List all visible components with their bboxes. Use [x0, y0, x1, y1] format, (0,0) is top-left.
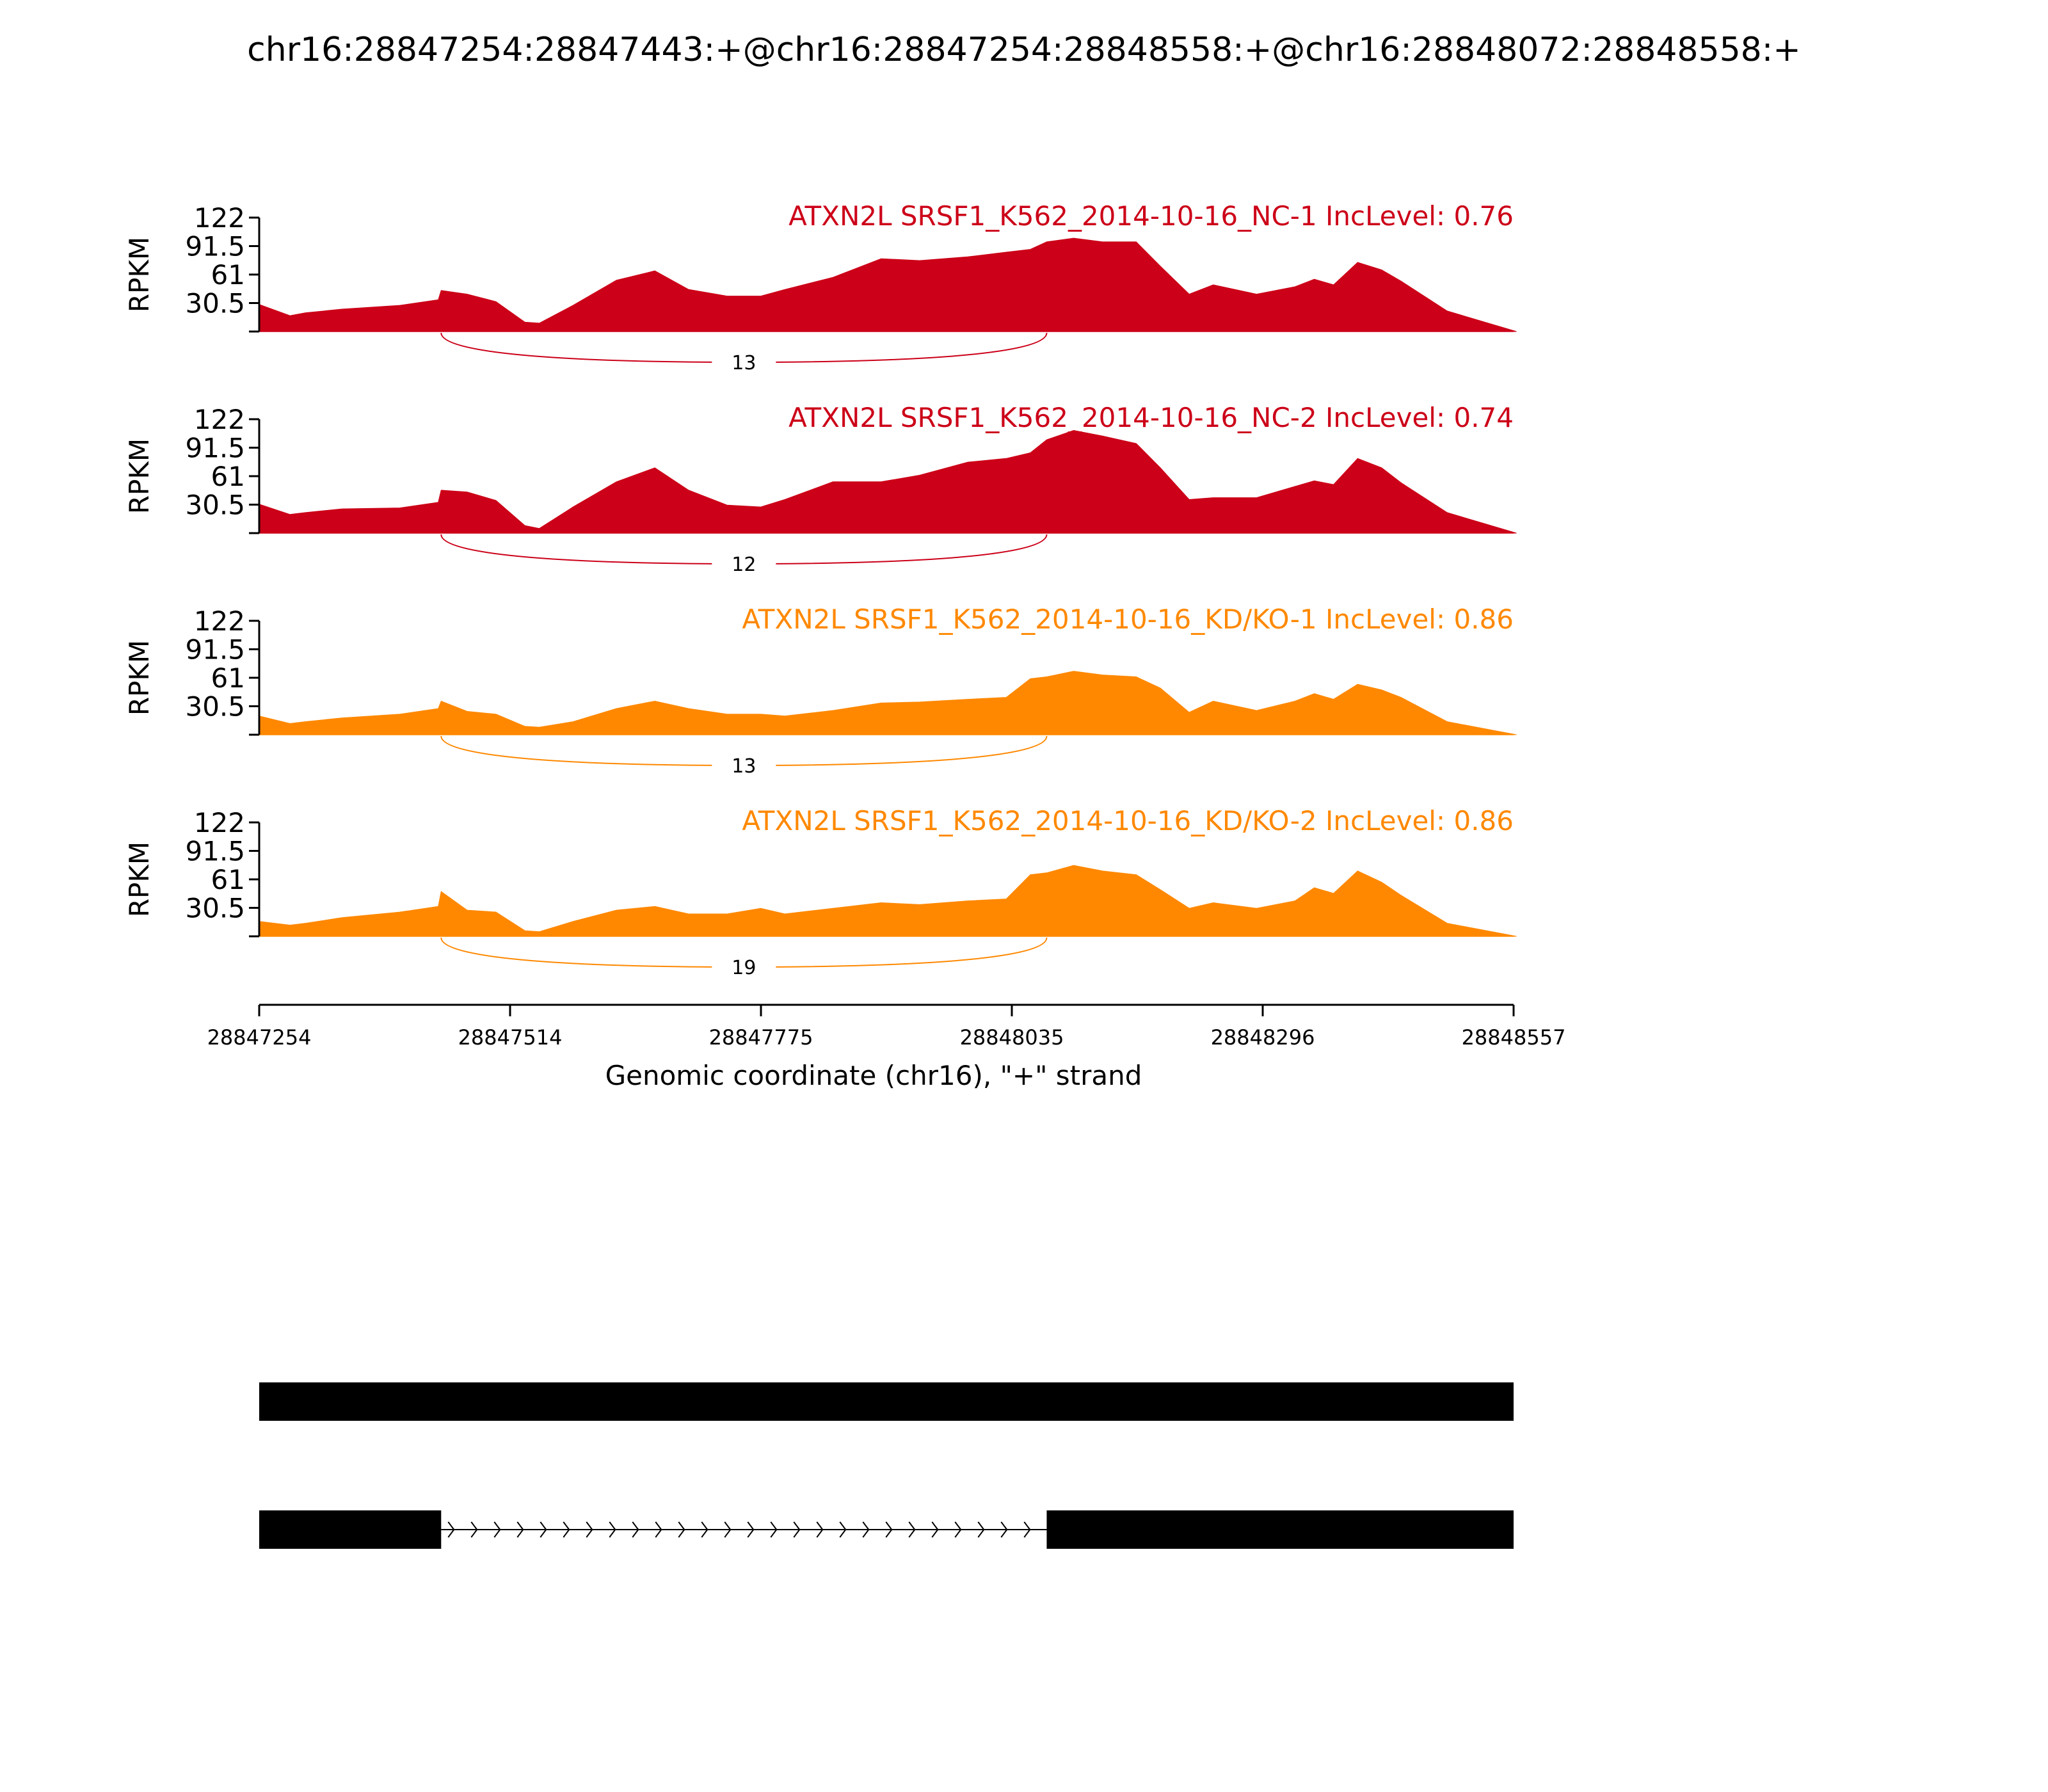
- genomic-x-axis: 28847254 28847514 28847775 28848035 28848296…: [207, 1004, 1566, 1091]
- isoform-2: [259, 1510, 1514, 1549]
- coverage-area: [259, 671, 1517, 735]
- x-tick-label: 28847254: [207, 1025, 312, 1050]
- coverage-area: [259, 429, 1517, 534]
- strand-chevrons: [447, 1521, 1031, 1538]
- y-axis-label: RPKM: [124, 438, 155, 514]
- y-tick-label: 30.5: [185, 893, 245, 924]
- track-title: ATXN2L SRSF1_K562_2014-10-16_NC-1 IncLev…: [788, 200, 1514, 232]
- y-tick-label: 61: [211, 259, 245, 291]
- y-tick-label: 30.5: [185, 691, 245, 723]
- y-tick-label: 91.5: [185, 433, 245, 464]
- junction-label-bg: [712, 349, 776, 375]
- y-axis-label: RPKM: [124, 842, 155, 917]
- y-tick-label: 122: [194, 605, 245, 637]
- figure-title: chr16:28847254:28847443:+@chr16:28847254…: [247, 31, 1801, 69]
- y-axis-label: RPKM: [124, 640, 155, 716]
- y-tick-label: 30.5: [185, 288, 245, 319]
- exon-block: [1046, 1510, 1514, 1549]
- y-tick-label: 61: [211, 864, 245, 895]
- junction-count-label: 12: [732, 554, 756, 576]
- track-title: ATXN2L SRSF1_K562_2014-10-16_KD/KO-1 Inc…: [742, 604, 1514, 635]
- junction-label-bg: [712, 954, 776, 980]
- track-title: ATXN2L SRSF1_K562_2014-10-16_KD/KO-2 Inc…: [742, 805, 1514, 836]
- x-tick-label: 28847775: [709, 1025, 813, 1050]
- y-tick-label: 122: [194, 202, 245, 234]
- isoform-1: [259, 1382, 1514, 1421]
- junction-count-label: 13: [732, 352, 756, 374]
- x-tick-label: 28847514: [458, 1025, 563, 1050]
- junction-label-bg: [712, 753, 776, 778]
- exon-block: [259, 1382, 1514, 1421]
- track-title: ATXN2L SRSF1_K562_2014-10-16_NC-2 IncLev…: [788, 402, 1514, 433]
- exon-block: [259, 1510, 442, 1549]
- junction-count-label: 19: [732, 957, 756, 979]
- junction-label-bg: [712, 551, 776, 577]
- y-tick-label: 122: [194, 404, 245, 435]
- y-tick-label: 122: [194, 807, 245, 838]
- x-tick-label: 28848557: [1462, 1025, 1566, 1050]
- x-tick-label: 28848296: [1211, 1025, 1315, 1050]
- y-tick-label: 30.5: [185, 490, 245, 521]
- x-axis-label: Genomic coordinate (chr16), "+" strand: [605, 1060, 1142, 1091]
- x-tick-label: 28848035: [960, 1025, 1064, 1050]
- y-tick-label: 61: [211, 662, 245, 694]
- y-tick-label: 91.5: [185, 836, 245, 867]
- y-tick-label: 61: [211, 461, 245, 492]
- coverage-area: [259, 237, 1517, 332]
- y-tick-label: 91.5: [185, 634, 245, 666]
- y-axis-label: RPKM: [124, 237, 155, 312]
- coverage-area: [259, 865, 1517, 937]
- y-tick-label: 91.5: [185, 231, 245, 262]
- gene-model: [259, 1382, 1514, 1549]
- junction-count-label: 13: [732, 755, 756, 778]
